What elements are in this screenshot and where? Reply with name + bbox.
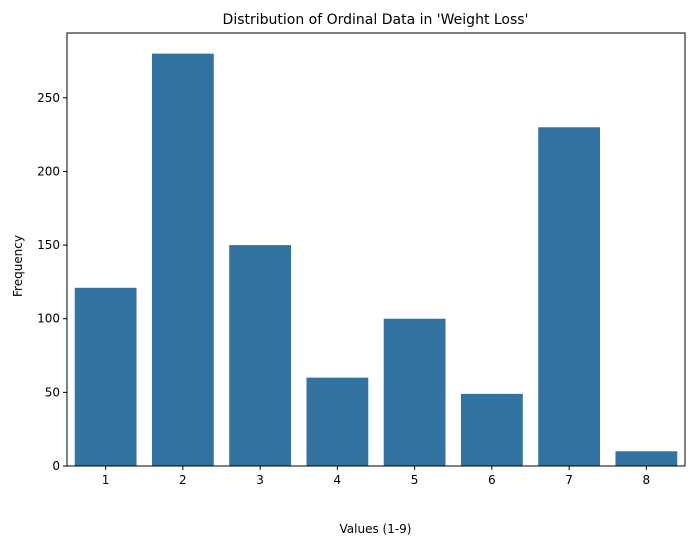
x-axis-label: Values (1-9): [340, 522, 412, 536]
y-tick-label-200: 200: [37, 164, 60, 178]
bar-2: [151, 53, 214, 466]
x-tick-label-3: 3: [256, 473, 264, 487]
y-axis-label: Frequency: [11, 235, 25, 297]
y-tick-label-50: 50: [45, 385, 60, 399]
x-tick-label-6: 6: [488, 473, 496, 487]
plot-area: 0 50 100 150 200 250 1 2 3 4 5 6 7 8: [37, 32, 686, 487]
y-tick-label-0: 0: [52, 459, 60, 473]
axes-frame: [66, 32, 686, 467]
y-tick-label-250: 250: [37, 91, 60, 105]
y-tick-label-150: 150: [37, 238, 60, 252]
x-tick-label-1: 1: [102, 473, 110, 487]
x-tick-label-5: 5: [411, 473, 419, 487]
bar-1: [74, 287, 137, 466]
bar-3: [229, 245, 292, 466]
bar-7: [538, 127, 601, 466]
x-tick-label-4: 4: [334, 473, 342, 487]
y-tick-label-100: 100: [37, 312, 60, 326]
x-tick-label-2: 2: [179, 473, 187, 487]
chart-title: Distribution of Ordinal Data in 'Weight …: [223, 12, 529, 28]
bar-8: [615, 451, 678, 466]
x-tick-label-8: 8: [643, 473, 651, 487]
bar-5: [383, 318, 446, 466]
bar-4: [306, 377, 369, 466]
bar-6: [460, 393, 523, 466]
x-tick-label-7: 7: [565, 473, 573, 487]
